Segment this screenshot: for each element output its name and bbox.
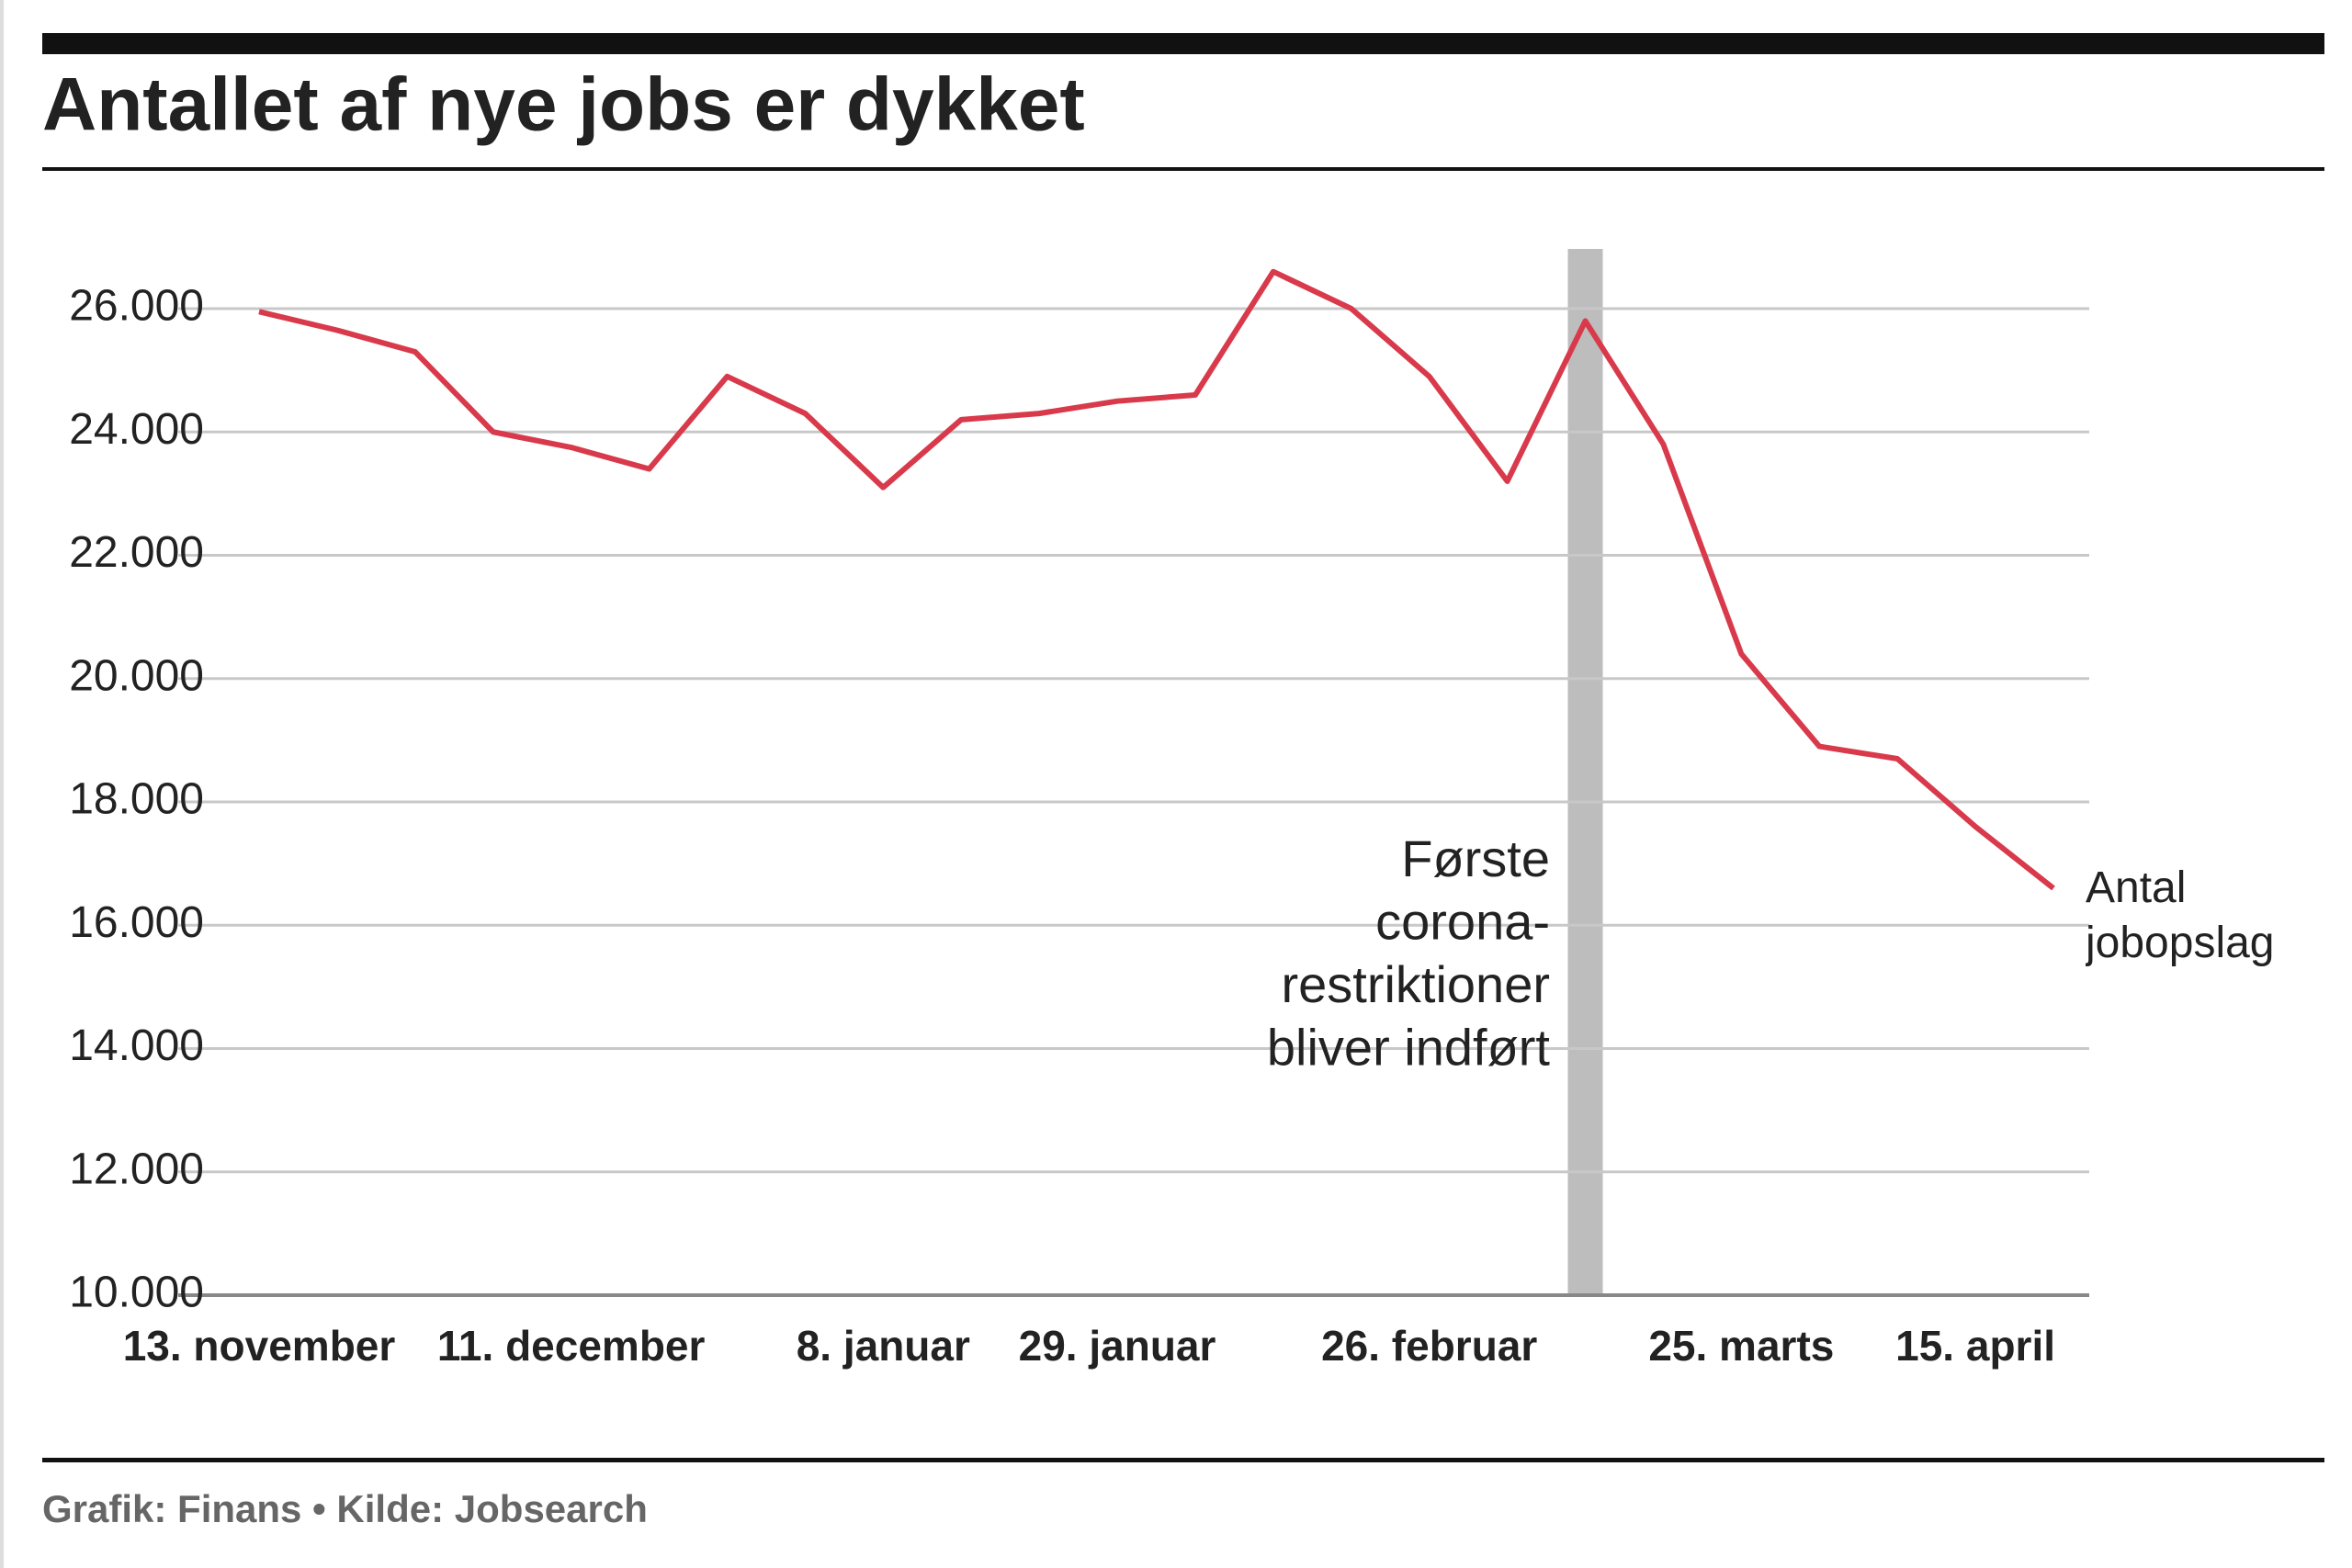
title-rule [42, 167, 2324, 171]
left-edge [0, 0, 4, 1568]
y-tick-label: 14.000 [69, 1021, 204, 1070]
y-tick-label: 10.000 [69, 1269, 204, 1317]
y-tick-label: 12.000 [69, 1145, 204, 1193]
chart-title: Antallet af nye jobs er dykket [42, 63, 1085, 147]
x-tick-label: 29. januar [1019, 1322, 1216, 1370]
top-bar [42, 33, 2324, 54]
source: Grafik: Finans • Kilde: Jobsearch [42, 1487, 648, 1530]
y-tick-label: 16.000 [69, 898, 204, 947]
x-tick-label: 13. november [123, 1322, 396, 1370]
x-tick-label: 11. december [437, 1322, 706, 1370]
highlight-band [1567, 249, 1603, 1295]
y-tick-label: 26.000 [69, 282, 204, 331]
annotation: corona- [1375, 892, 1550, 950]
y-tick-label: 24.000 [69, 405, 204, 454]
annotation: Første [1401, 829, 1550, 887]
series-line [258, 268, 2055, 891]
x-tick-label: 25. marts [1648, 1322, 1834, 1370]
bottom-rule [42, 1458, 2324, 1462]
annotation: restriktioner [1281, 955, 1550, 1013]
x-tick-label: 26. februar [1321, 1322, 1537, 1370]
legend-label: Antal jobopslag [2086, 863, 2275, 967]
x-tick-label: 8. januar [797, 1322, 970, 1370]
legend: Antal jobopslag [2086, 863, 2275, 967]
y-tick-label: 22.000 [69, 528, 204, 577]
y-tick-label: 20.000 [69, 651, 204, 700]
x-tick-label: 15. april [1895, 1322, 2055, 1370]
y-tick-label: 18.000 [69, 775, 204, 824]
annotation: bliver indført [1267, 1018, 1551, 1076]
